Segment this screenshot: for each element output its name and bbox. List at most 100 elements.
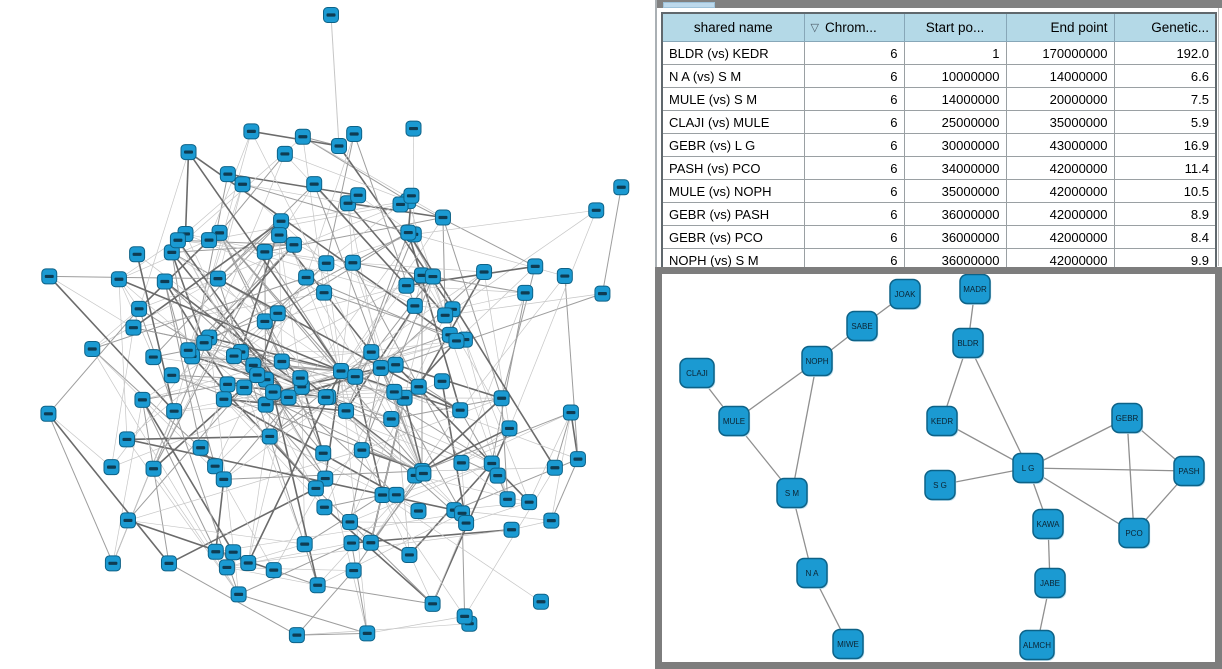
overview-node[interactable] bbox=[398, 277, 415, 294]
overview-node[interactable] bbox=[296, 536, 313, 553]
detail-node-sabe[interactable]: SABE bbox=[846, 310, 879, 342]
overview-node[interactable] bbox=[569, 451, 586, 468]
overview-node[interactable] bbox=[163, 367, 180, 384]
overview-node[interactable] bbox=[309, 577, 326, 594]
overview-node[interactable] bbox=[333, 363, 349, 379]
overview-node[interactable] bbox=[110, 271, 127, 288]
overview-node[interactable] bbox=[318, 255, 335, 272]
overview-node[interactable] bbox=[201, 232, 218, 249]
overview-node[interactable] bbox=[410, 502, 427, 519]
overview-node[interactable] bbox=[84, 340, 101, 357]
overview-node[interactable] bbox=[532, 593, 549, 610]
detail-node-pco[interactable]: PCO bbox=[1118, 517, 1151, 549]
overview-node[interactable] bbox=[129, 246, 146, 263]
col-header-genetic[interactable]: Genetic... bbox=[1114, 13, 1216, 42]
overview-node[interactable] bbox=[342, 513, 359, 530]
overview-node[interactable] bbox=[218, 559, 235, 576]
detail-node-claji[interactable]: CLAJI bbox=[679, 357, 716, 389]
overview-node[interactable] bbox=[343, 535, 360, 552]
overview-node[interactable] bbox=[236, 379, 253, 396]
overview-node[interactable] bbox=[448, 332, 465, 349]
overview-node[interactable] bbox=[345, 562, 362, 579]
overview-node[interactable] bbox=[400, 224, 417, 241]
table-row[interactable]: PASH (vs) PCO 6 34000000 42000000 11.4 bbox=[662, 156, 1216, 180]
overview-node[interactable] bbox=[613, 179, 630, 196]
overview-node[interactable] bbox=[374, 486, 391, 503]
overview-node[interactable] bbox=[350, 187, 367, 204]
detail-node-joak[interactable]: JOAK bbox=[889, 278, 922, 310]
overview-node[interactable] bbox=[196, 334, 213, 351]
overview-node[interactable] bbox=[363, 344, 380, 361]
overview-node[interactable] bbox=[207, 458, 224, 475]
overview-node[interactable] bbox=[273, 353, 290, 370]
overview-node[interactable] bbox=[316, 284, 333, 301]
overview-node[interactable] bbox=[424, 268, 441, 285]
overview-node[interactable] bbox=[527, 258, 544, 275]
col-header-shared-name[interactable]: shared name bbox=[662, 13, 805, 42]
overview-node[interactable] bbox=[383, 411, 400, 428]
overview-node[interactable] bbox=[434, 209, 451, 226]
overview-node[interactable] bbox=[104, 555, 121, 572]
detail-node-s-g[interactable]: S G bbox=[924, 469, 957, 501]
overview-node[interactable] bbox=[41, 268, 58, 285]
overview-node[interactable] bbox=[234, 176, 251, 193]
mini-tab[interactable] bbox=[663, 2, 715, 8]
detail-edge[interactable] bbox=[1027, 467, 1135, 534]
overview-node[interactable] bbox=[265, 562, 282, 579]
table-row[interactable]: MULE (vs) NOPH 6 35000000 42000000 10.5 bbox=[662, 179, 1216, 203]
overview-node[interactable] bbox=[119, 512, 136, 529]
overview-node[interactable] bbox=[280, 389, 297, 406]
overview-node[interactable] bbox=[403, 187, 420, 204]
overview-node[interactable] bbox=[353, 442, 370, 459]
overview-node[interactable] bbox=[406, 297, 423, 314]
detail-edge[interactable] bbox=[1126, 417, 1135, 534]
overview-node[interactable] bbox=[271, 227, 288, 244]
overview-network-canvas[interactable] bbox=[0, 0, 655, 669]
detail-node-kawa[interactable]: KAWA bbox=[1032, 508, 1065, 540]
overview-node[interactable] bbox=[292, 370, 309, 387]
overview-node[interactable] bbox=[145, 349, 162, 366]
overview-node[interactable] bbox=[437, 307, 454, 324]
overview-node[interactable] bbox=[346, 125, 363, 142]
overview-node[interactable] bbox=[452, 402, 469, 419]
overview-node[interactable] bbox=[145, 460, 162, 477]
overview-node[interactable] bbox=[215, 391, 232, 408]
overview-node[interactable] bbox=[160, 555, 177, 572]
col-header-chromosome[interactable]: ▽ Chrom... bbox=[804, 13, 905, 42]
detail-node-miwe[interactable]: MIWE bbox=[832, 628, 865, 660]
overview-node[interactable] bbox=[156, 273, 173, 290]
col-header-end-point[interactable]: End point bbox=[1006, 13, 1115, 42]
overview-node[interactable] bbox=[556, 268, 573, 285]
detail-node-bldr[interactable]: BLDR bbox=[952, 327, 985, 359]
overview-node[interactable] bbox=[521, 494, 538, 511]
overview-node[interactable] bbox=[125, 319, 142, 336]
detail-edge[interactable] bbox=[967, 342, 1029, 469]
overview-node[interactable] bbox=[338, 402, 355, 419]
overview-node[interactable] bbox=[323, 7, 339, 23]
overview-node[interactable] bbox=[261, 428, 278, 445]
overview-node[interactable] bbox=[269, 305, 286, 322]
overview-node[interactable] bbox=[424, 595, 441, 612]
detail-edge[interactable] bbox=[1027, 417, 1128, 469]
overview-node[interactable] bbox=[433, 373, 450, 390]
overview-node[interactable] bbox=[103, 459, 120, 476]
table-row[interactable]: N A (vs) S M 6 10000000 14000000 6.6 bbox=[662, 64, 1216, 88]
overview-node[interactable] bbox=[493, 390, 510, 407]
overview-node[interactable] bbox=[476, 263, 493, 280]
detail-node-gebr[interactable]: GEBR bbox=[1111, 402, 1144, 434]
overview-node[interactable] bbox=[489, 467, 506, 484]
overview-node[interactable] bbox=[169, 232, 186, 249]
overview-node[interactable] bbox=[215, 471, 232, 488]
table-row[interactable]: MULE (vs) S M 6 14000000 20000000 7.5 bbox=[662, 87, 1216, 111]
overview-node[interactable] bbox=[331, 138, 347, 154]
detail-node-almch[interactable]: ALMCH bbox=[1019, 629, 1056, 661]
overview-node[interactable] bbox=[288, 627, 305, 644]
overview-node[interactable] bbox=[315, 445, 332, 462]
table-row[interactable]: CLAJI (vs) MULE 6 25000000 35000000 5.9 bbox=[662, 110, 1216, 134]
overview-node[interactable] bbox=[410, 378, 427, 395]
detail-node-noph[interactable]: NOPH bbox=[801, 345, 834, 377]
overview-node[interactable] bbox=[359, 625, 376, 642]
overview-node[interactable] bbox=[273, 213, 290, 230]
overview-node[interactable] bbox=[456, 608, 473, 625]
overview-node[interactable] bbox=[257, 396, 274, 413]
